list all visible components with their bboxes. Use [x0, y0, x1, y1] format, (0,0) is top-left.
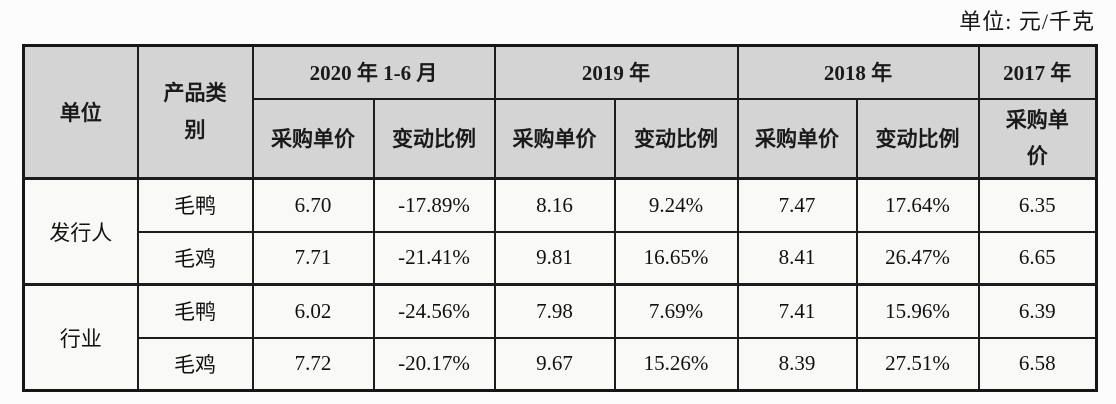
value-cell: 8.16 — [493, 177, 616, 233]
header-price-2019: 采购单价 — [493, 97, 616, 180]
value-cell: 6.70 — [251, 177, 375, 233]
value-cell: 9.67 — [493, 336, 616, 392]
value-cell: 9.24% — [613, 177, 739, 233]
header-price-2017: 采购单价 — [977, 97, 1098, 180]
value-cell: -24.56% — [372, 283, 496, 339]
category-cell: 毛鸡 — [136, 230, 254, 286]
value-cell: -20.17% — [372, 336, 496, 392]
value-cell: 7.41 — [736, 283, 858, 339]
value-cell: 6.58 — [977, 336, 1098, 392]
unit-cell-industry: 行业 — [22, 283, 139, 392]
value-cell: 6.02 — [251, 283, 375, 339]
header-change-2019: 变动比例 — [613, 97, 739, 180]
header-price-2017-label: 采购单价 — [1005, 107, 1069, 169]
row-industry-chicken: 毛鸡 7.72 -20.17% 9.67 15.26% 8.39 27.51% … — [24, 336, 1098, 392]
value-cell: 26.47% — [855, 230, 980, 286]
value-cell: 7.69% — [613, 283, 739, 339]
header-unit: 单位 — [22, 44, 139, 180]
header-price-2020: 采购单价 — [251, 97, 375, 180]
value-cell: 27.51% — [855, 336, 980, 392]
value-cell: -17.89% — [372, 177, 496, 233]
value-cell: 8.39 — [736, 336, 858, 392]
value-cell: 6.35 — [977, 177, 1098, 233]
header-change-2018: 变动比例 — [855, 97, 980, 180]
value-cell: -21.41% — [372, 230, 496, 286]
row-industry-duck: 行业 毛鸭 6.02 -24.56% 7.98 7.69% 7.41 15.96… — [22, 283, 1098, 392]
unit-cell-issuer: 发行人 — [22, 177, 139, 286]
header-period-2017: 2017 年 — [977, 44, 1098, 100]
category-cell: 毛鸭 — [136, 177, 254, 233]
value-cell: 6.39 — [977, 283, 1098, 339]
table-body: 发行人 毛鸭 6.70 -17.89% 8.16 9.24% 7.47 17.6… — [22, 177, 1098, 392]
value-cell: 8.41 — [736, 230, 858, 286]
header-change-2020: 变动比例 — [372, 97, 496, 180]
header-sub-row: 采购单价 变动比例 采购单价 变动比例 采购单价 变动比例 采购单价 — [24, 97, 1098, 180]
value-cell: 7.47 — [736, 177, 858, 233]
value-cell: 7.98 — [493, 283, 616, 339]
header-period-2020: 2020 年 1-6 月 — [251, 44, 496, 100]
value-cell: 7.71 — [251, 230, 375, 286]
unit-note: 单位: 元/千克 — [959, 9, 1095, 34]
value-cell: 15.96% — [855, 283, 980, 339]
header-price-2018: 采购单价 — [736, 97, 858, 180]
header-category-label: 产品类别 — [163, 81, 227, 142]
value-cell: 6.65 — [977, 230, 1098, 286]
value-cell: 15.26% — [613, 336, 739, 392]
header-year-row: 单位 产品类别 2020 年 1-6 月 2019 年 2018 年 2017 … — [22, 44, 1098, 180]
header-period-2018: 2018 年 — [736, 44, 980, 100]
row-issuer-duck: 发行人 毛鸭 6.70 -17.89% 8.16 9.24% 7.47 17.6… — [22, 177, 1098, 286]
value-cell: 17.64% — [855, 177, 980, 233]
category-cell: 毛鸡 — [136, 336, 254, 392]
header-category: 产品类别 — [136, 44, 254, 180]
row-issuer-chicken: 毛鸡 7.71 -21.41% 9.81 16.65% 8.41 26.47% … — [24, 230, 1098, 286]
value-cell: 16.65% — [613, 230, 739, 286]
value-cell: 7.72 — [251, 336, 375, 392]
header-period-2019: 2019 年 — [493, 44, 739, 100]
category-cell: 毛鸭 — [136, 283, 254, 339]
table-header: 单位 产品类别 2020 年 1-6 月 2019 年 2018 年 2017 … — [22, 44, 1098, 180]
procurement-price-table: 单位 产品类别 2020 年 1-6 月 2019 年 2018 年 2017 … — [22, 44, 1098, 392]
value-cell: 9.81 — [493, 230, 616, 286]
